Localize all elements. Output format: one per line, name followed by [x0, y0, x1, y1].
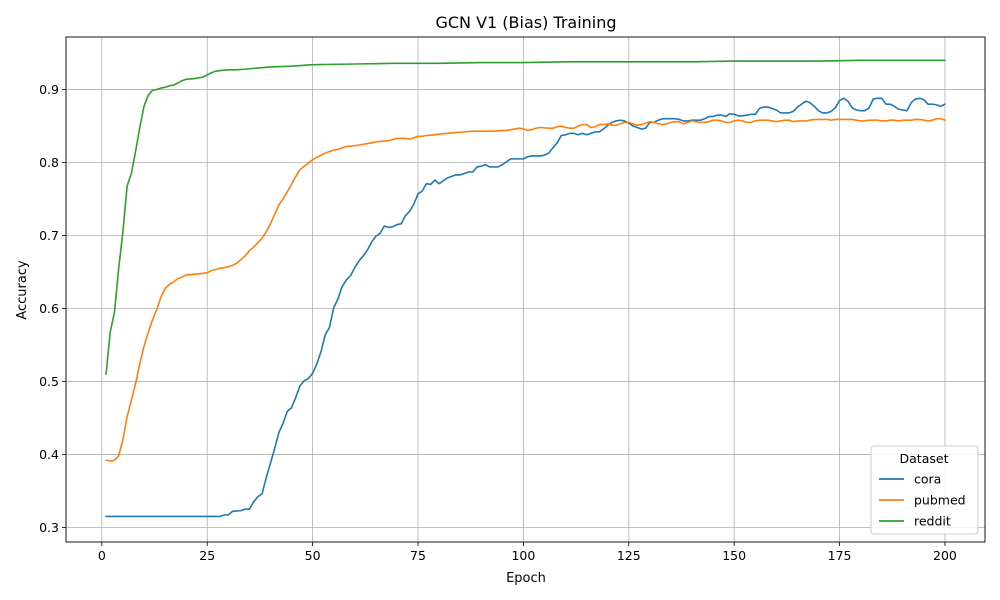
- y-tick-label: 0.3: [39, 520, 59, 535]
- y-tick-label: 0.6: [39, 301, 59, 316]
- y-tick-label: 0.7: [39, 228, 59, 243]
- plot-frame: [65, 36, 986, 543]
- series-line-cora: [105, 97, 946, 518]
- series-line-reddit: [105, 59, 946, 375]
- x-axis-label: Epoch: [506, 571, 546, 586]
- legend-label-reddit: reddit: [914, 514, 951, 529]
- y-tick-label: 0.5: [39, 374, 59, 389]
- x-tick-label: 50: [305, 548, 321, 563]
- x-tick-label: 175: [828, 548, 852, 563]
- y-tick-label: 0.9: [39, 82, 59, 97]
- x-tick-label: 200: [933, 548, 957, 563]
- y-tick-label: 0.4: [39, 447, 59, 462]
- x-tick-label: 75: [410, 548, 426, 563]
- chart-title: GCN V1 (Bias) Training: [435, 13, 616, 32]
- legend-title: Dataset: [900, 451, 949, 466]
- legend-label-pubmed: pubmed: [914, 493, 966, 508]
- y-tick-label: 0.8: [39, 155, 59, 170]
- x-tick-label: 100: [511, 548, 535, 563]
- x-tick-label: 25: [199, 548, 215, 563]
- x-tick-label: 150: [722, 548, 746, 563]
- x-tick-label: 0: [98, 548, 106, 563]
- x-tick-label: 125: [617, 548, 641, 563]
- legend-box: [870, 445, 979, 535]
- legend: Dataset cora pubmed reddit: [870, 445, 979, 535]
- grid: [66, 37, 985, 542]
- series-lines: [105, 59, 946, 518]
- legend-label-cora: cora: [914, 472, 941, 487]
- series-line-pubmed: [105, 117, 946, 462]
- axis-ticks: 0 25 50 75 100 125 150 175 200 0.3 0.4 0.5 0.6 0.7 0.8…: [39, 82, 957, 563]
- y-axis-label: Accuracy: [15, 260, 30, 320]
